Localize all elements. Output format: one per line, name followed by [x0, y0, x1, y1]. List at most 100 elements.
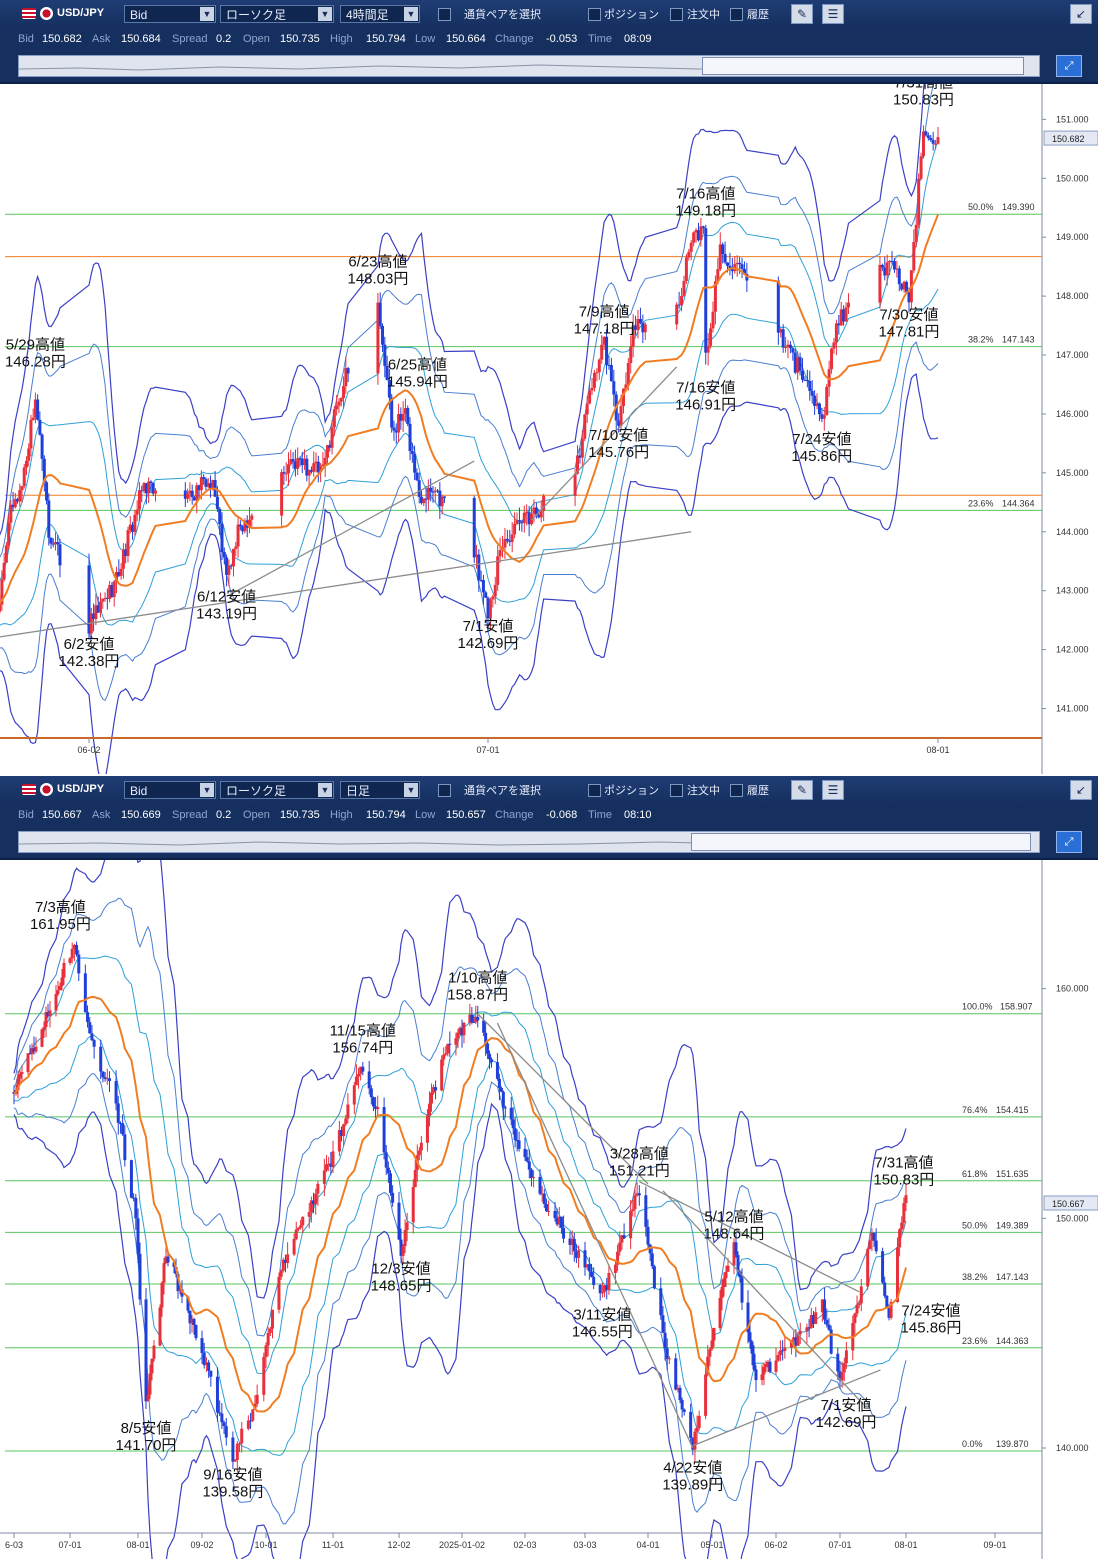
candle-body: [474, 1016, 478, 1023]
chart-list-button[interactable]: ☰: [822, 780, 844, 800]
range-handle[interactable]: [702, 57, 1024, 75]
candle-body: [697, 1415, 701, 1428]
candle-body: [7, 522, 11, 546]
timeframe-select[interactable]: 日足 ▼: [340, 781, 420, 799]
candle-body: [895, 1247, 899, 1303]
candle-body: [760, 1374, 764, 1381]
candle-body: [476, 1016, 480, 1021]
candle-body: [809, 1315, 813, 1329]
history-checkbox[interactable]: [730, 784, 743, 797]
candle-body: [44, 1012, 48, 1028]
candle-body: [726, 262, 730, 266]
zoom-button[interactable]: ⤢: [1056, 831, 1082, 853]
candle-body: [590, 1271, 594, 1277]
range-scrollbar[interactable]: [18, 55, 1040, 77]
band-upper-2: [13, 897, 907, 1337]
candle-body: [426, 487, 430, 500]
candle-body: [129, 1160, 133, 1198]
candle-body: [641, 322, 645, 333]
candle-body: [56, 542, 60, 545]
annotation-label: 7/3高値: [35, 899, 86, 916]
candle-body: [888, 260, 892, 263]
candle-body: [386, 1167, 390, 1174]
candle-body: [895, 268, 899, 270]
candle-body: [620, 1235, 624, 1243]
zoom-button[interactable]: ⤢: [1056, 55, 1082, 77]
annotation-label: 6/2安値: [64, 636, 115, 653]
candle-body: [433, 490, 437, 492]
candle-body: [754, 1369, 758, 1381]
candle-body: [403, 1230, 407, 1247]
candle-body: [399, 414, 403, 421]
candle-body: [40, 1029, 44, 1047]
candle-body: [912, 242, 916, 271]
candle-body: [13, 499, 17, 508]
candlestick-chart[interactable]: 100.0% 158.907 76.4% 154.415 61.8% 151.635 50.…: [0, 860, 1098, 1559]
history-checkbox[interactable]: [730, 8, 743, 21]
candle-body: [726, 1265, 730, 1272]
position-checkbox[interactable]: [588, 8, 601, 21]
symbol-label[interactable]: USD/JPY: [57, 783, 105, 795]
candle-body: [693, 1431, 697, 1450]
pair-select-checkbox[interactable]: [438, 784, 451, 797]
price-type-select[interactable]: Bid ▼: [124, 5, 216, 23]
candle-body: [58, 986, 62, 991]
candlestick-chart[interactable]: 50.0% 149.390 38.2% 147.143 23.6% 144.364 5/29…: [0, 84, 1098, 774]
candle-body: [570, 1238, 574, 1245]
candle-body: [431, 491, 435, 493]
candle-body: [20, 1072, 24, 1074]
candle-body: [140, 490, 144, 492]
annotation-label: 6/25高値: [388, 356, 447, 373]
candle-body: [456, 1032, 460, 1039]
candle-body: [682, 280, 686, 297]
candle-body: [768, 1361, 772, 1372]
collapse-button[interactable]: ↙: [1070, 780, 1092, 800]
chart-style-select[interactable]: ローソク足 ▼: [220, 781, 334, 799]
position-checkbox[interactable]: [588, 784, 601, 797]
candle-body: [325, 1164, 329, 1171]
candle-body: [618, 1242, 622, 1252]
orders-checkbox[interactable]: [670, 784, 683, 797]
timeframe-select[interactable]: 4時間足 ▼: [340, 5, 420, 23]
candle-body: [766, 1361, 770, 1365]
range-handle[interactable]: [691, 833, 1031, 851]
candle-body: [138, 1253, 142, 1300]
candle-body: [825, 386, 829, 416]
candle-body: [438, 490, 442, 507]
candle-body: [866, 1248, 870, 1287]
annotation-value: 142.38円: [59, 653, 120, 670]
band-upper-3: [0, 84, 925, 536]
candle-body: [822, 415, 826, 419]
range-scrollbar[interactable]: [18, 831, 1040, 853]
annotation-label: 7/31高値: [894, 84, 953, 91]
fib-percent: 76.4%: [962, 1105, 988, 1115]
candle-body: [605, 336, 609, 365]
collapse-button[interactable]: ↙: [1070, 4, 1092, 24]
candle-body: [436, 490, 440, 492]
candle-body: [36, 399, 40, 420]
candle-body: [420, 496, 423, 504]
fib-value: 154.415: [996, 1105, 1029, 1115]
fib-value: 147.143: [996, 1272, 1029, 1282]
candle-body: [158, 1307, 162, 1346]
y-tick-label: 151.000: [1056, 114, 1089, 124]
symbol-label[interactable]: USD/JPY: [57, 7, 105, 19]
candle-body: [357, 1073, 361, 1077]
y-tick-label: 160.000: [1056, 984, 1089, 994]
candle-body: [218, 508, 222, 524]
candle-body: [745, 274, 749, 281]
candle-body: [661, 1315, 665, 1333]
candle-body: [540, 1193, 544, 1195]
chart-style-select[interactable]: ローソク足 ▼: [220, 5, 334, 23]
pair-select-checkbox[interactable]: [438, 8, 451, 21]
chart-tools-button[interactable]: ✎: [791, 4, 813, 24]
price-type-select[interactable]: Bid ▼: [124, 781, 216, 799]
draw-tools-icon: ✎: [796, 7, 808, 21]
chart-list-button[interactable]: ☰: [822, 4, 844, 24]
candle-body: [738, 1271, 742, 1278]
candle-body: [337, 1130, 341, 1152]
x-tick-label: 02-03: [513, 1540, 536, 1550]
candle-body: [301, 1216, 305, 1226]
orders-checkbox[interactable]: [670, 8, 683, 21]
chart-tools-button[interactable]: ✎: [791, 780, 813, 800]
